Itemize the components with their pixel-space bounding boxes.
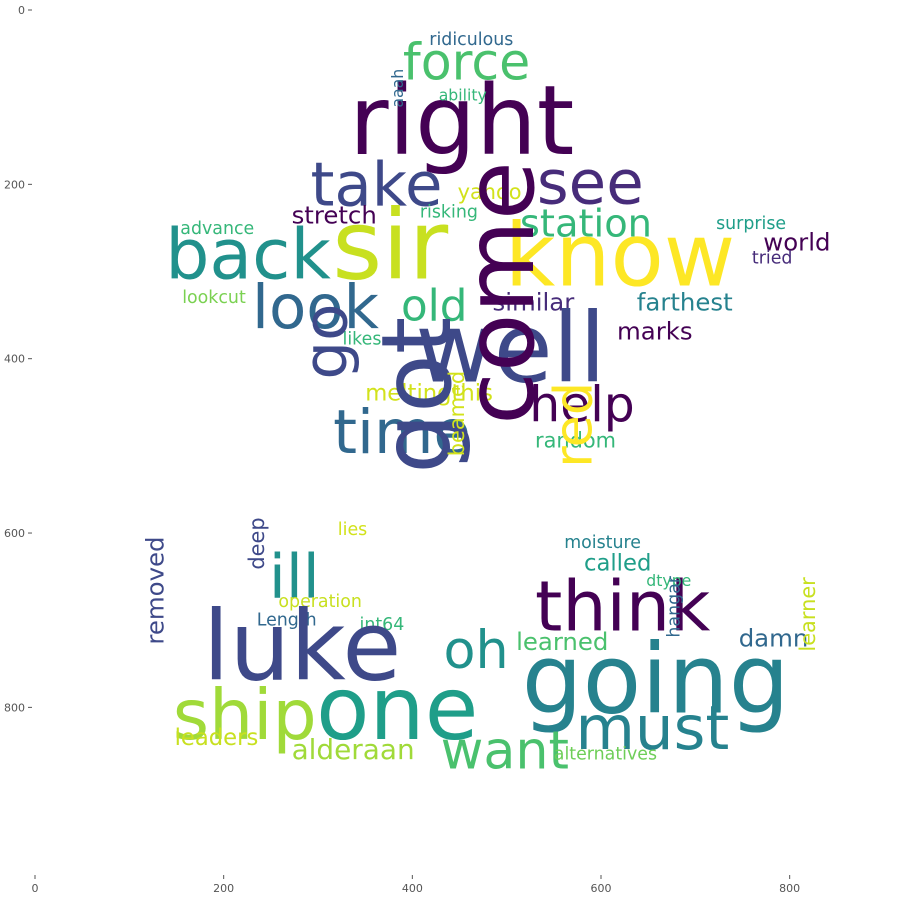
y-tick-label: 800 bbox=[4, 701, 25, 714]
word-ill: ill bbox=[269, 542, 320, 613]
word-help: help bbox=[529, 377, 634, 434]
word-damn: damn bbox=[739, 623, 809, 652]
word-got: got bbox=[361, 317, 473, 474]
y-tick-label: 0 bbox=[18, 4, 25, 17]
word-leaders: leaders bbox=[175, 725, 259, 751]
word-removed: removed bbox=[140, 536, 169, 644]
x-axis: 0 200 400 600 800 bbox=[32, 875, 800, 895]
y-tick-label: 600 bbox=[4, 527, 25, 540]
word-dtype: dtype bbox=[646, 571, 691, 590]
word-meltingthis: meltingthis bbox=[365, 381, 493, 407]
word-alderaan: alderaan bbox=[292, 733, 415, 766]
y-tick-label: 200 bbox=[4, 178, 25, 191]
word-aaah: aaah bbox=[388, 69, 407, 108]
word-marks: marks bbox=[617, 317, 693, 346]
word-moisture: moisture bbox=[564, 533, 641, 553]
x-tick-label: 600 bbox=[591, 882, 612, 895]
word-red: red bbox=[544, 382, 605, 468]
word-yahoo: yahoo bbox=[458, 180, 522, 204]
word-learner: learner bbox=[796, 577, 820, 652]
word-stretch: stretch bbox=[292, 201, 377, 230]
word-oh: oh bbox=[444, 620, 509, 681]
word-lookcut: lookcut bbox=[182, 288, 246, 308]
word-called: called bbox=[584, 551, 651, 577]
word-must: must bbox=[576, 693, 730, 764]
word-learned: learned bbox=[516, 627, 608, 656]
word-lies: lies bbox=[338, 520, 367, 540]
y-axis: 0 200 400 600 800 bbox=[4, 4, 32, 714]
word-advance: advance bbox=[180, 219, 254, 239]
word-going: going bbox=[522, 624, 790, 736]
word-int64: int64 bbox=[360, 615, 405, 635]
word-take: take bbox=[311, 149, 443, 220]
x-tick-label: 200 bbox=[213, 882, 234, 895]
word-old: old bbox=[401, 281, 467, 331]
word-know: know bbox=[505, 205, 735, 307]
word-station: station bbox=[520, 202, 652, 247]
word-ability: ability bbox=[439, 86, 487, 105]
word-similar: similar bbox=[493, 288, 576, 317]
word-beamed: beamed bbox=[445, 371, 469, 456]
word-ridiculous: ridiculous bbox=[429, 30, 513, 50]
word-random: random bbox=[535, 429, 616, 453]
word-operation: operation bbox=[278, 592, 362, 612]
word-back: back bbox=[165, 215, 331, 296]
word-force: force bbox=[403, 33, 530, 92]
word-see: see bbox=[537, 148, 644, 219]
word-one: one bbox=[316, 658, 478, 760]
word-luke: luke bbox=[203, 591, 402, 703]
word-length: Length bbox=[257, 610, 317, 630]
word-world: world bbox=[763, 228, 830, 257]
word-risking: risking bbox=[420, 203, 478, 223]
x-tick-label: 800 bbox=[779, 882, 800, 895]
word-think: think bbox=[535, 567, 711, 648]
word-time: time bbox=[333, 397, 471, 468]
word-come: come bbox=[444, 161, 556, 425]
word-hangar: hangar bbox=[664, 575, 684, 637]
word-surprise: surprise bbox=[716, 214, 786, 234]
x-tick-label: 0 bbox=[32, 882, 39, 895]
word-alternatives: alternatives bbox=[554, 745, 657, 765]
word-right: right bbox=[349, 65, 574, 177]
word-want: want bbox=[441, 720, 569, 781]
word-well: well bbox=[415, 292, 606, 404]
word-farthest: farthest bbox=[637, 288, 733, 317]
word-go: go bbox=[290, 304, 361, 380]
word-look: look bbox=[252, 272, 380, 343]
word-deep: deep bbox=[245, 517, 269, 569]
y-tick-label: 400 bbox=[4, 353, 25, 366]
word-likes: likes bbox=[343, 330, 382, 350]
word-ship: ship bbox=[173, 675, 317, 756]
word-sir: sir bbox=[332, 190, 449, 302]
x-tick-label: 400 bbox=[402, 882, 423, 895]
word-tried: tried bbox=[752, 249, 793, 269]
